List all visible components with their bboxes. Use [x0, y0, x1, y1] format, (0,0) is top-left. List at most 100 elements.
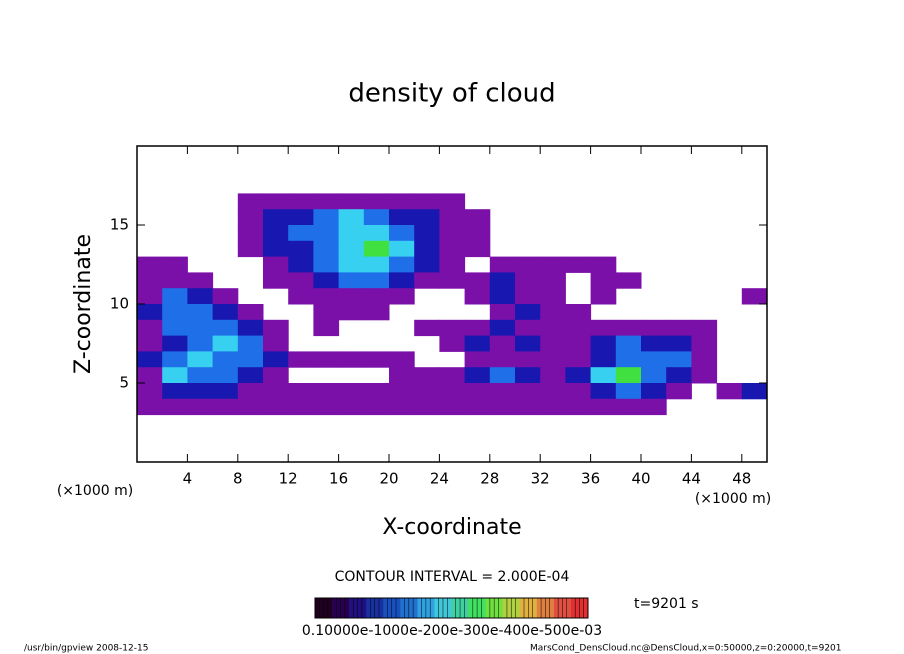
- contour-cell: [137, 256, 163, 273]
- contour-cell: [237, 383, 264, 400]
- contour-cell: [414, 240, 440, 258]
- contour-cell: [565, 367, 592, 384]
- contour-field: [137, 193, 768, 416]
- contour-cell: [263, 272, 289, 289]
- contour-cell: [389, 288, 415, 305]
- contour-cell: [414, 256, 440, 273]
- contour-cell: [212, 367, 239, 384]
- contour-cell: [414, 367, 440, 384]
- contour-cell: [540, 319, 566, 337]
- contour-cell: [137, 319, 163, 337]
- contour-cell: [565, 335, 592, 352]
- contour-cell: [338, 209, 365, 226]
- contour-cell: [565, 351, 592, 368]
- contour-cell: [414, 398, 440, 416]
- contour-cell: [641, 351, 667, 368]
- contour-cell: [338, 398, 365, 416]
- contour-cell: [363, 351, 390, 368]
- contour-cell: [389, 240, 415, 258]
- x-tick-label: 20: [379, 470, 398, 488]
- contour-cell: [489, 351, 516, 368]
- contour-cell: [414, 319, 440, 337]
- contour-cell: [187, 304, 214, 321]
- contour-cell: [439, 193, 466, 210]
- y-axis-title: Z-coordinate: [71, 234, 96, 374]
- contour-cell: [489, 335, 516, 352]
- contour-cell: [338, 304, 365, 321]
- contour-cell: [540, 383, 566, 400]
- contour-cell: [363, 193, 390, 210]
- contour-cell: [162, 398, 188, 416]
- contour-cell: [237, 351, 264, 368]
- contour-cell: [515, 367, 541, 384]
- contour-cell: [212, 335, 239, 352]
- contour-cell: [137, 398, 163, 416]
- contour-cell: [540, 304, 566, 321]
- contour-cell: [666, 319, 692, 337]
- contour-cell: [666, 367, 692, 384]
- contour-cell: [212, 383, 239, 400]
- contour-cell: [464, 225, 491, 242]
- contour-cell: [615, 367, 642, 384]
- contour-cell: [590, 367, 617, 384]
- contour-cell: [489, 288, 516, 305]
- contour-cell: [439, 383, 466, 400]
- contour-cell: [615, 383, 642, 400]
- contour-cell: [389, 225, 415, 242]
- contour-cell: [515, 351, 541, 368]
- contour-cell: [363, 225, 390, 242]
- contour-cell: [187, 351, 214, 368]
- contour-cell: [263, 367, 289, 384]
- contour-cell: [363, 209, 390, 226]
- contour-cell: [615, 272, 642, 289]
- contour-cell: [691, 335, 718, 352]
- contour-cell: [313, 351, 340, 368]
- contour-cell: [313, 319, 340, 337]
- contour-cell: [641, 335, 667, 352]
- contour-cell: [288, 225, 314, 242]
- contour-cell: [615, 319, 642, 337]
- contour-cell: [389, 367, 415, 384]
- contour-cell: [338, 351, 365, 368]
- contour-cell: [288, 240, 314, 258]
- contour-cell: [162, 319, 188, 337]
- x-unit-left: (×1000 m): [57, 483, 133, 499]
- contour-cell: [162, 383, 188, 400]
- contour-cell: [288, 272, 314, 289]
- contour-cell: [313, 256, 340, 273]
- contour-cell: [263, 319, 289, 337]
- contour-cell: [263, 240, 289, 258]
- contour-cell: [590, 272, 617, 289]
- contour-cell: [439, 240, 466, 258]
- x-tick-label: 32: [531, 470, 550, 488]
- contour-cell: [515, 256, 541, 273]
- contour-interval: CONTOUR INTERVAL = 2.000E-04: [335, 569, 570, 585]
- contour-cell: [363, 398, 390, 416]
- contour-cell: [540, 367, 566, 384]
- contour-cell: [414, 209, 440, 226]
- contour-cell: [137, 335, 163, 352]
- contour-cell: [263, 193, 289, 210]
- contour-cell: [515, 288, 541, 305]
- contour-cell: [565, 398, 592, 416]
- contour-cell: [590, 288, 617, 305]
- contour-cell: [137, 367, 163, 384]
- contour-cell: [540, 256, 566, 273]
- colorbar-label: 0.10000e-1000e-200e-300e-400e-500e-03: [302, 623, 602, 639]
- contour-cell: [263, 351, 289, 368]
- contour-cell: [565, 319, 592, 337]
- contour-cell: [313, 288, 340, 305]
- contour-cell: [187, 319, 214, 337]
- contour-cell: [464, 367, 491, 384]
- contour-cell: [389, 351, 415, 368]
- contour-cell: [464, 209, 491, 226]
- footer-left: /usr/bin/gpview 2008-12-15: [24, 644, 148, 654]
- contour-cell: [212, 319, 239, 337]
- contour-cell: [313, 225, 340, 242]
- contour-cell: [363, 256, 390, 273]
- contour-cell: [137, 304, 163, 321]
- contour-cell: [515, 383, 541, 400]
- x-tick-label: 12: [279, 470, 298, 488]
